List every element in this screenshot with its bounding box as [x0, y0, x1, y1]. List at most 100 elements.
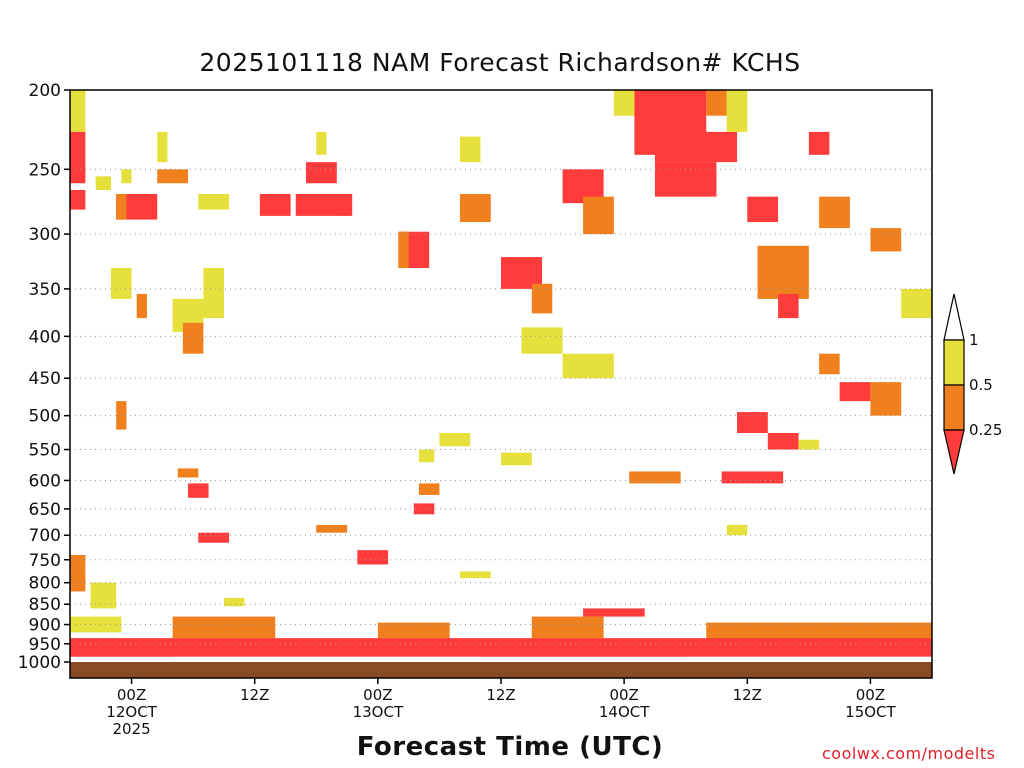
- heatmap-cell-55: [177, 468, 199, 478]
- ytick-label-750: 750: [29, 551, 61, 571]
- legend-arrow-high: [943, 293, 965, 341]
- ytick-label-450: 450: [29, 369, 61, 389]
- heatmap-cell-35: [111, 267, 132, 299]
- ytick-label-1000: 1000: [18, 653, 61, 673]
- plot-frame: [69, 89, 933, 679]
- heatmap-cell-16: [398, 231, 409, 268]
- heatmap-cell-18: [459, 136, 481, 163]
- heatmap-cell-3: [95, 176, 112, 191]
- heatmap-cell-22: [583, 196, 614, 235]
- heatmap-cell-38: [182, 322, 204, 354]
- heatmap-cell-20: [531, 283, 553, 314]
- heatmap-cell-2: [70, 190, 86, 210]
- heatmap-cell-27: [706, 90, 727, 116]
- xtick-label-2-1: 13OCT: [353, 703, 404, 721]
- xtick-label-6-1: 15OCT: [845, 703, 896, 721]
- heatmap-cell-60: [316, 524, 348, 533]
- xtick-label-3-0: 12Z: [486, 686, 515, 704]
- heatmap-cell-64: [70, 554, 86, 592]
- heatmap-cell-23: [613, 90, 635, 116]
- heatmap-cell-63: [726, 524, 748, 536]
- heatmap-cell-8: [157, 131, 168, 163]
- heatmap-cell-11: [295, 194, 348, 216]
- heatmap-cell-65: [90, 582, 117, 609]
- ytick-label-500: 500: [29, 407, 61, 427]
- ytick-label-350: 350: [29, 280, 61, 300]
- ytick-label-850: 850: [29, 595, 61, 615]
- gridlines: [70, 168, 932, 645]
- legend-tick-1: 0.5: [969, 376, 993, 394]
- heatmap-cell-19: [501, 257, 543, 289]
- xtick-label-5-0: 12Z: [733, 686, 762, 704]
- heatmap-cell-40: [521, 327, 563, 354]
- legend-tick-0: 1: [969, 331, 979, 349]
- heatmap-cell-56: [188, 483, 209, 498]
- heatmap-cell-0: [70, 90, 86, 132]
- heatmap-cell-43: [819, 353, 840, 375]
- heatmap-cell-4: [121, 169, 132, 184]
- heatmap-cell-75: [480, 640, 686, 657]
- heatmap-cell-17: [459, 194, 491, 223]
- heatmap-cell-14: [341, 194, 353, 216]
- ytick-label-650: 650: [29, 500, 61, 520]
- heatmap-cell-13: [316, 131, 327, 155]
- heatmap-cell-74: [70, 647, 173, 657]
- heatmap-cell-36: [136, 293, 147, 319]
- heatmap-cell-32: [819, 196, 850, 229]
- heatmap-cell-10: [259, 194, 291, 216]
- legend: 1 0.5 0.25: [943, 293, 1002, 475]
- heatmap-cell-61: [357, 550, 389, 565]
- heatmap-cell-59: [198, 532, 230, 543]
- ytick-label-200: 200: [29, 81, 61, 101]
- heatmap-cell-53: [629, 471, 681, 484]
- heatmap-cell-58: [413, 503, 435, 515]
- heatmap-cell-72: [706, 622, 932, 641]
- heatmap-cell-1: [70, 131, 86, 184]
- heatmap-cell-47: [767, 432, 799, 450]
- credit-link[interactable]: coolwx.com/modelts: [822, 744, 996, 763]
- chart-title: 2025101118 NAM Forecast Richardson# KCHS: [199, 48, 801, 77]
- heatmap-cell-62: [459, 571, 491, 579]
- ytick-label-700: 700: [29, 526, 61, 546]
- heatmap-cell-49: [116, 401, 127, 430]
- xtick-label-0-2: 2025: [112, 720, 150, 738]
- ytick-label-600: 600: [29, 471, 61, 491]
- heatmap-cell-7: [157, 169, 189, 184]
- heatmap-cell-46: [737, 412, 768, 433]
- heatmap-cell-44: [839, 382, 871, 402]
- xtick-label-0-1: 12OCT: [106, 703, 157, 721]
- heatmap-cell-50: [439, 432, 471, 447]
- heatmap-cell-33: [870, 228, 902, 252]
- xtick-label-4-1: 14OCT: [599, 703, 650, 721]
- heatmap-cell-9: [198, 194, 230, 210]
- heatmap-cell-54: [721, 471, 784, 484]
- xtick-label-6-0: 00Z: [856, 686, 885, 704]
- legend-arrow-low: [943, 429, 965, 475]
- heatmap-cell-70: [377, 622, 450, 639]
- heatmap-cell-67: [583, 608, 645, 617]
- xtick-label-4-0: 00Z: [609, 686, 638, 704]
- heatmap-cell-30: [757, 245, 809, 299]
- ytick-label-250: 250: [29, 160, 61, 180]
- heatmap-cell-41: [562, 353, 614, 379]
- heatmap-cell-66: [223, 597, 245, 607]
- heatmap-cell-57: [418, 483, 440, 495]
- ground-fill: [70, 662, 932, 678]
- heatmap-cells: [70, 90, 932, 657]
- xtick-label-1-0: 12Z: [240, 686, 269, 704]
- x-axis-label: Forecast Time (UTC): [356, 732, 664, 762]
- ytick-label-550: 550: [29, 441, 61, 461]
- heatmap-cell-52: [418, 449, 435, 463]
- xtick-label-2-0: 00Z: [363, 686, 392, 704]
- heatmap-cell-29: [747, 196, 779, 223]
- ytick-label-900: 900: [29, 616, 61, 636]
- legend-tick-2: 0.25: [969, 421, 1002, 439]
- heatmap-cell-51: [501, 452, 532, 466]
- ytick-label-300: 300: [29, 225, 61, 245]
- legend-swatch-high: [943, 339, 965, 386]
- heatmap-cell-69: [172, 616, 276, 639]
- heatmap-cell-25: [654, 131, 738, 163]
